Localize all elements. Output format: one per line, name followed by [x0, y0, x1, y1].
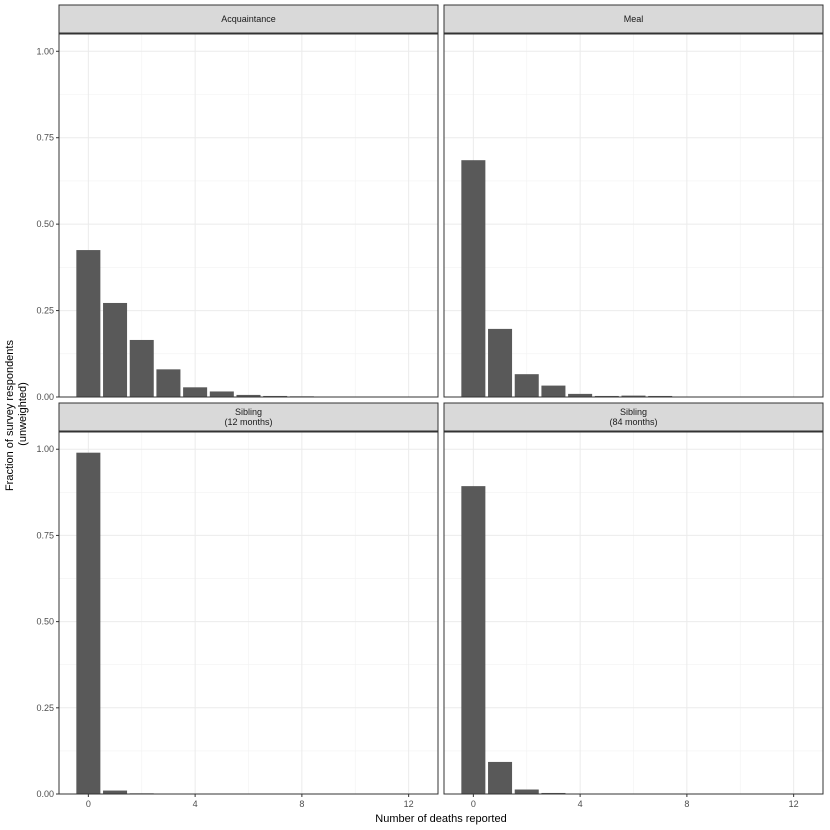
bar: [594, 395, 619, 397]
bar: [621, 395, 646, 397]
x-tick-label: 12: [404, 799, 414, 809]
bar: [541, 792, 566, 794]
x-axis-title: Number of deaths reported: [375, 813, 506, 825]
facet-title: Meal: [624, 14, 644, 24]
y-axis-title-line-1: Fraction of survey respondents: [4, 340, 16, 492]
bar: [76, 452, 101, 794]
bar: [209, 391, 234, 397]
x-tick-label: 0: [471, 799, 476, 809]
bar: [103, 790, 128, 794]
bar: [514, 374, 539, 397]
facet-title: Sibling: [235, 407, 262, 417]
x-tick-label: 8: [684, 799, 689, 809]
bar: [129, 339, 154, 397]
y-tick-label: 0.25: [36, 703, 54, 713]
panel-border: [443, 33, 824, 398]
bar: [488, 761, 513, 794]
facet-title: (84 months): [609, 417, 657, 427]
bar: [648, 395, 673, 397]
y-axis-title: Fraction of survey respondents (unweight…: [4, 337, 29, 491]
y-tick-label: 0.75: [36, 133, 54, 143]
facet-panel: Acquaintance 0.00 0.25 0.50 0.75 1.00: [36, 4, 439, 402]
panel-border: [443, 431, 824, 795]
facet-title: Sibling: [620, 407, 647, 417]
y-tick-label: 0.50: [36, 219, 54, 229]
bar: [263, 395, 288, 397]
x-tick-label: 12: [789, 799, 799, 809]
facet-panel: Sibling(12 months) 0.00 0.25 0.50 0.75 1.00 0 4…: [36, 402, 439, 809]
panel-border: [58, 33, 439, 398]
bar: [461, 160, 486, 397]
bar: [103, 302, 128, 397]
y-tick-label: 1.00: [36, 444, 54, 454]
facet-panel: Meal: [443, 4, 824, 398]
facet-title: (12 months): [224, 417, 272, 427]
x-tick-label: 4: [193, 799, 198, 809]
facet-title: Acquaintance: [221, 14, 276, 24]
bar: [236, 394, 261, 397]
y-axis-title-line-2: (unweighted): [17, 382, 29, 446]
bar: [461, 486, 486, 794]
x-tick-label: 8: [299, 799, 304, 809]
panel-border: [58, 431, 439, 795]
facet-strip: [443, 4, 824, 34]
y-tick-label: 0.25: [36, 306, 54, 316]
bar: [568, 393, 593, 397]
bar: [183, 387, 208, 397]
y-tick-label: 1.00: [36, 46, 54, 56]
y-tick-label: 0.75: [36, 530, 54, 540]
facet-strip: [58, 4, 439, 34]
facet-panels: Acquaintance 0.00 0.25 0.50 0.75 1.00 Meal Sibl…: [36, 4, 824, 809]
x-tick-label: 4: [578, 799, 583, 809]
bar: [514, 789, 539, 794]
facet-strip: [443, 402, 824, 432]
y-tick-label: 0.00: [36, 392, 54, 402]
y-tick-label: 0.00: [36, 789, 54, 799]
bar: [541, 385, 566, 397]
bar: [488, 328, 513, 397]
y-tick-label: 0.50: [36, 617, 54, 627]
x-tick-label: 0: [86, 799, 91, 809]
bar: [76, 250, 101, 397]
facet-panel: Sibling(84 months) 0 4 8 12: [443, 402, 824, 809]
facet-strip: [58, 402, 439, 432]
bar: [156, 369, 181, 397]
